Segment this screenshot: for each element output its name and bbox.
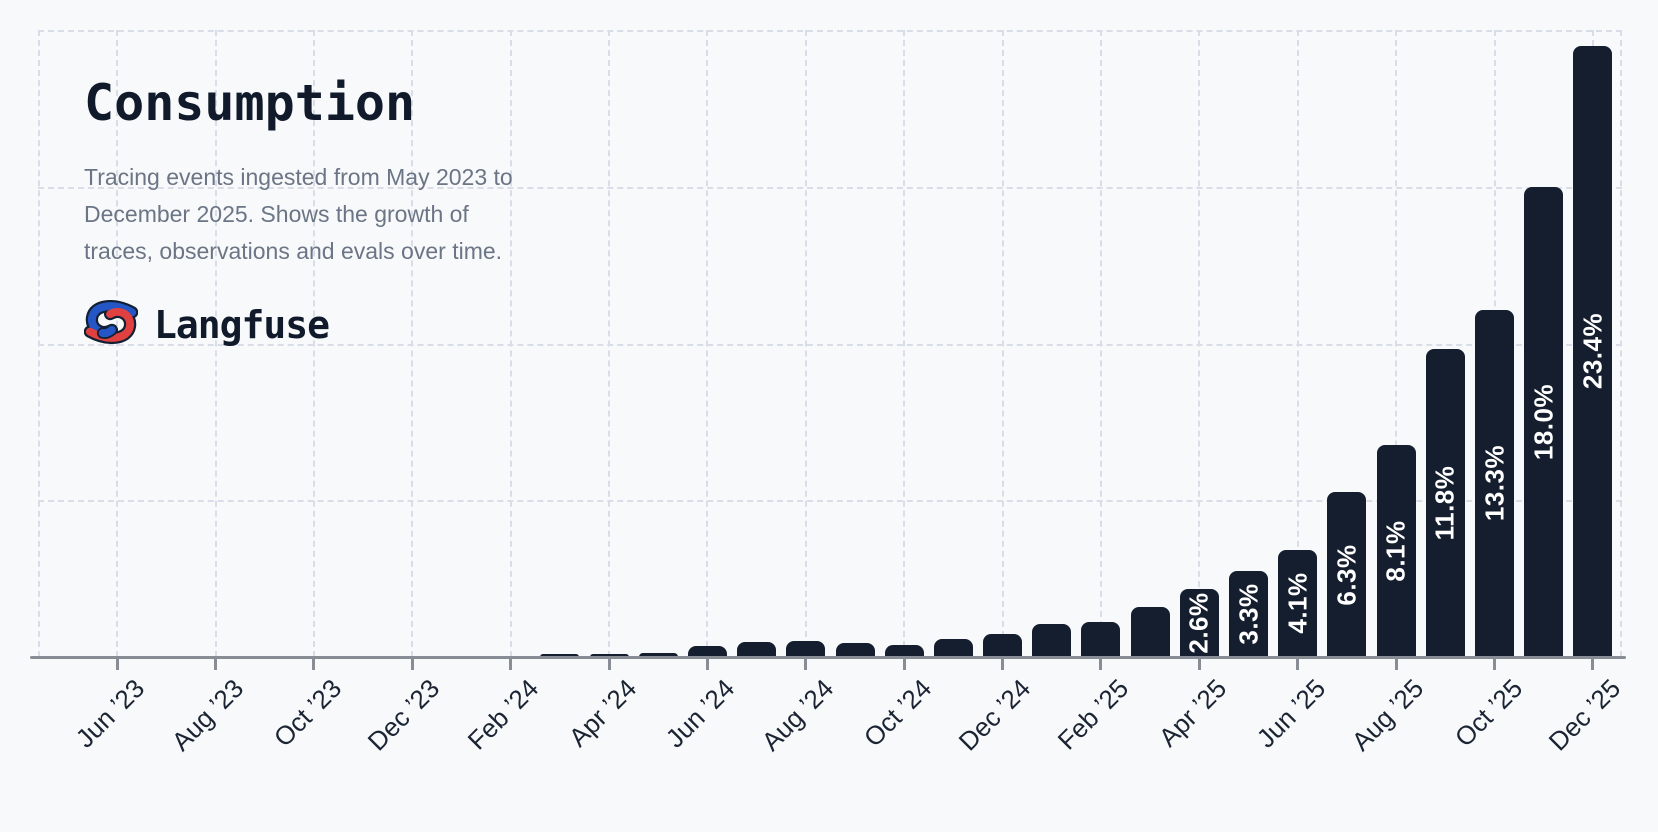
bar-May ’24	[638, 652, 678, 657]
vertical-gridline	[804, 30, 807, 657]
x-axis-tick	[1493, 659, 1496, 670]
x-axis-tick	[1591, 659, 1595, 670]
x-axis-tick	[902, 659, 906, 670]
vertical-gridline	[706, 30, 709, 657]
chart-subtitle: Tracing events ingested from May 2023 to…	[84, 159, 644, 270]
x-axis-tick	[115, 659, 119, 670]
x-tick-label: Dec ’25	[1542, 673, 1627, 757]
bar-Feb ’25	[1081, 621, 1121, 657]
vertical-gridline	[1198, 30, 1201, 657]
bar-Sep ’24	[835, 642, 875, 657]
vertical-gridline	[1620, 30, 1622, 657]
bar-Sep ’25: 11.8%	[1425, 348, 1465, 657]
horizontal-gridline	[38, 186, 1622, 189]
subtitle-line: traces, observations and evals over time…	[84, 238, 503, 264]
bar-value-label: 11.8%	[1429, 465, 1460, 541]
vertical-gridline	[1296, 30, 1299, 657]
bar-value-label: 2.6%	[1183, 592, 1214, 654]
vertical-gridline	[1395, 30, 1398, 657]
plot-area: 2.6% 3.3% 4.1% 6.3% 8.1% 11.8% 13.3% 18.0% 23.4%	[38, 30, 1622, 657]
x-axis-tick	[509, 659, 513, 670]
x-tick-label: Jun ’24	[660, 673, 741, 754]
bar-Aug ’25: 8.1%	[1376, 445, 1416, 657]
vertical-gridline	[1001, 30, 1004, 657]
x-axis-tick	[1296, 659, 1300, 670]
x-tick-label: Apr ’25	[1153, 673, 1233, 753]
bar-Oct ’25: 13.3%	[1475, 309, 1514, 657]
x-axis-tick	[705, 659, 709, 670]
bar-Apr ’25: 2.6%	[1179, 589, 1219, 657]
brand-name: Langfuse	[154, 302, 330, 347]
knot-icon	[83, 300, 139, 349]
x-tick-label: Feb ’25	[1051, 673, 1135, 756]
bar-Nov ’25: 18.0%	[1524, 186, 1564, 657]
x-axis-tick	[1099, 659, 1103, 670]
x-tick-label: Oct ’24	[857, 673, 938, 753]
bar-Jul ’24	[737, 642, 777, 657]
vertical-gridline	[312, 30, 315, 657]
x-tick-label: Dec ’23	[361, 673, 446, 757]
langfuse-brand: Langfuse	[83, 300, 644, 349]
horizontal-gridline	[38, 500, 1622, 503]
bar-May ’25: 3.3%	[1229, 570, 1269, 657]
horizontal-gridline	[38, 343, 1622, 346]
bar-value-label: 23.4%	[1577, 313, 1608, 390]
bar-value-label: 18.0%	[1528, 383, 1559, 460]
x-tick-label: Aug ’24	[755, 673, 840, 757]
vertical-gridline	[608, 30, 611, 657]
vertical-gridline	[411, 30, 414, 657]
bar-Mar ’24	[540, 654, 580, 657]
bar-Nov ’24	[933, 639, 973, 657]
x-axis-tick	[1001, 659, 1005, 670]
subtitle-line: December 2025. Shows the growth of	[84, 201, 469, 227]
x-tick-label: Feb ’24	[461, 673, 544, 756]
x-tick-label: Jun ’25	[1250, 673, 1331, 754]
x-tick-label: Apr ’24	[562, 673, 643, 753]
bar-value-label: 3.3%	[1233, 583, 1264, 645]
bar-Jul ’25: 6.3%	[1327, 492, 1367, 657]
subtitle-line: Tracing events ingested from May 2023 to	[84, 164, 513, 190]
vertical-gridline	[903, 30, 906, 657]
bar-Apr ’24	[589, 653, 629, 657]
x-axis-tick	[607, 659, 611, 670]
bar-Jun ’25: 4.1%	[1278, 549, 1318, 657]
x-axis-tick	[214, 659, 218, 670]
vertical-gridline	[38, 30, 40, 657]
bar-Oct ’24	[884, 644, 924, 657]
x-tick-label: Aug ’25	[1345, 673, 1430, 757]
x-tick-label: Aug ’23	[165, 673, 249, 757]
vertical-gridline	[1099, 30, 1102, 657]
x-tick-label: Dec ’24	[952, 673, 1036, 757]
bar-value-label: 13.3%	[1479, 445, 1509, 522]
x-axis-tick	[312, 659, 316, 670]
x-axis-tick	[410, 659, 414, 670]
page-title: Consumption	[84, 74, 416, 132]
x-axis-line	[30, 656, 1626, 659]
x-axis-tick	[804, 659, 808, 670]
vertical-gridline	[509, 30, 512, 657]
x-axis-tick	[1394, 659, 1398, 670]
x-axis-tick	[1197, 659, 1201, 670]
vertical-gridline	[214, 30, 217, 657]
x-tick-label: Jun ’23	[69, 673, 151, 754]
bar-value-label: 8.1%	[1380, 520, 1411, 582]
bar-Jun ’24	[687, 646, 727, 657]
bar-value-label: 4.1%	[1282, 572, 1313, 635]
x-tick-label: Oct ’23	[267, 673, 348, 753]
horizontal-gridline	[38, 30, 1622, 32]
chart-header: Consumption Tracing events ingested from…	[83, 74, 644, 349]
bar-Mar ’25	[1130, 607, 1170, 657]
bar-value-label: 6.3%	[1331, 544, 1362, 606]
bar-Dec ’25: 23.4%	[1573, 45, 1613, 657]
bar-Aug ’24	[786, 641, 826, 657]
bar-Dec ’24	[983, 634, 1023, 657]
bar-Jan ’25	[1032, 624, 1072, 657]
x-tick-label: Oct ’25	[1448, 673, 1528, 753]
